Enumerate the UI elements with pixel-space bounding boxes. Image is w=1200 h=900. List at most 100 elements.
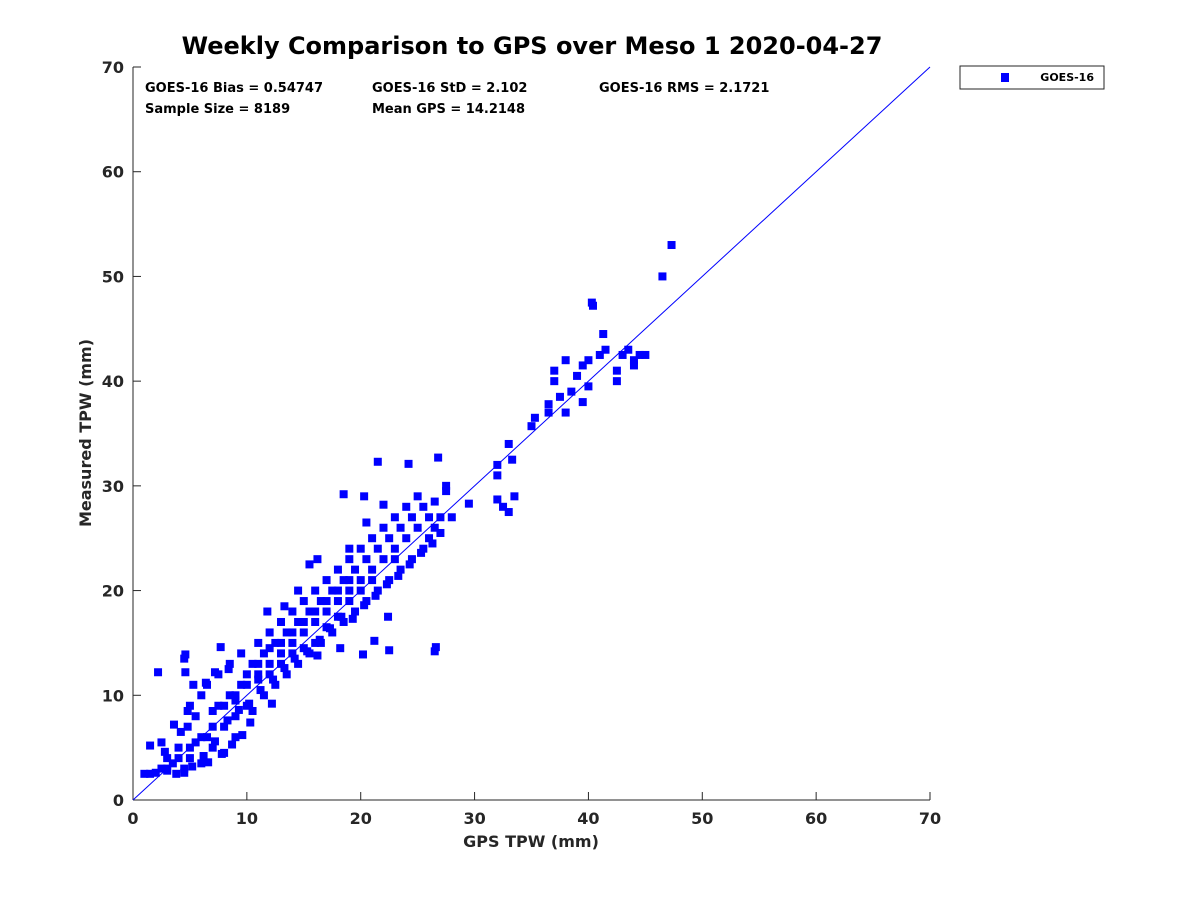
data-point <box>225 659 234 668</box>
data-point <box>356 544 365 553</box>
data-point <box>231 712 240 721</box>
data-point <box>428 539 437 548</box>
data-point <box>464 499 473 508</box>
data-point <box>210 737 219 746</box>
data-point <box>425 513 434 522</box>
data-point <box>402 502 411 511</box>
data-point <box>146 769 155 778</box>
legend: GOES-16 <box>959 65 1105 90</box>
data-point <box>584 382 593 391</box>
data-point <box>288 628 297 637</box>
data-point <box>203 733 212 742</box>
data-point <box>385 534 394 543</box>
data-point <box>595 350 604 359</box>
data-point <box>299 628 308 637</box>
data-point <box>612 366 621 375</box>
data-point <box>313 651 322 660</box>
data-point <box>442 481 451 490</box>
data-point <box>242 670 251 679</box>
data-point <box>299 597 308 606</box>
data-point <box>181 668 190 677</box>
data-point <box>185 754 194 763</box>
plot-area: 0 10 20 30 40 50 60 70 0 10 20 30 40 50 60 70 <box>102 58 941 828</box>
data-point <box>210 668 219 677</box>
data-point <box>259 649 268 658</box>
data-point <box>140 769 149 778</box>
data-point <box>379 500 388 509</box>
data-point <box>379 523 388 532</box>
data-point <box>629 356 638 365</box>
data-point <box>635 350 644 359</box>
data-point <box>434 453 443 462</box>
y-tick-label: 70 <box>102 58 124 77</box>
data-point <box>667 241 676 250</box>
data-point <box>316 597 325 606</box>
data-point <box>527 422 536 431</box>
data-point <box>197 759 206 768</box>
data-point <box>379 555 388 564</box>
data-point <box>288 607 297 616</box>
data-point <box>271 680 280 689</box>
one-to-one-line <box>132 66 931 801</box>
data-point <box>280 664 289 673</box>
data-points <box>140 241 676 778</box>
data-point <box>396 565 405 574</box>
data-point <box>550 366 559 375</box>
data-point <box>407 513 416 522</box>
data-point <box>658 272 667 281</box>
data-point <box>163 754 172 763</box>
data-point <box>385 646 394 655</box>
data-point <box>224 665 233 674</box>
data-point <box>385 576 394 585</box>
data-point <box>151 768 160 777</box>
data-point <box>442 487 451 496</box>
data-point <box>371 591 380 600</box>
x-tick-label: 70 <box>919 809 941 828</box>
data-point <box>436 528 445 537</box>
data-point <box>220 701 229 710</box>
data-point <box>237 649 246 658</box>
x-tick-label: 50 <box>691 809 713 828</box>
data-point <box>601 345 610 354</box>
data-point <box>208 706 217 715</box>
data-point <box>231 696 240 705</box>
data-point <box>360 492 369 501</box>
data-point <box>180 764 189 773</box>
data-point <box>351 565 360 574</box>
data-point <box>407 555 416 564</box>
data-point <box>263 607 272 616</box>
data-point <box>223 716 232 725</box>
y-tick-label: 0 <box>113 791 124 810</box>
data-point <box>333 586 342 595</box>
data-point <box>277 617 286 626</box>
data-point <box>510 492 519 501</box>
data-point <box>339 617 348 626</box>
data-point <box>618 350 627 359</box>
data-point <box>493 471 502 480</box>
y-tick-label: 40 <box>102 372 124 391</box>
data-point <box>578 361 587 370</box>
data-point <box>360 601 369 610</box>
x-tick-label: 40 <box>577 809 599 828</box>
data-point <box>561 356 570 365</box>
data-point <box>328 586 337 595</box>
data-point <box>339 576 348 585</box>
data-point <box>242 680 251 689</box>
std-stat: GOES-16 StD = 2.102 <box>372 81 527 96</box>
data-point <box>183 722 192 731</box>
data-point <box>351 607 360 616</box>
data-point <box>561 408 570 417</box>
data-point <box>254 670 263 679</box>
data-point <box>390 513 399 522</box>
data-point <box>325 624 334 633</box>
data-point <box>396 523 405 532</box>
data-point <box>425 534 434 543</box>
y-tick-label: 60 <box>102 163 124 182</box>
data-point <box>294 659 303 668</box>
data-point <box>191 712 200 721</box>
data-point <box>629 361 638 370</box>
data-point <box>345 576 354 585</box>
data-point <box>299 617 308 626</box>
y-tick-label: 30 <box>102 477 124 496</box>
data-point <box>282 670 291 679</box>
